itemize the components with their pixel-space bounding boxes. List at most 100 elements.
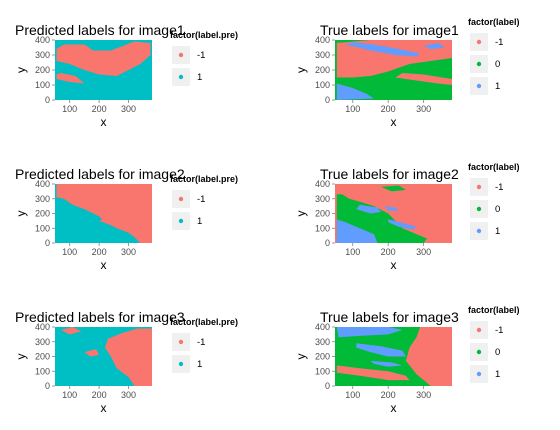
panel-title: True labels for image1 <box>320 22 459 38</box>
panel-title: Predicted labels for image1 <box>15 22 185 38</box>
y-tick-label: 300 <box>315 194 330 204</box>
y-tick-label: 200 <box>315 65 330 75</box>
y-tick-label: 200 <box>315 352 330 362</box>
legend-swatch <box>178 361 184 367</box>
legend-title: factor(label.pre) <box>170 317 238 327</box>
panel-title: True labels for image2 <box>320 166 459 182</box>
legend: factor(label) -1 0 1 <box>468 162 520 240</box>
x-tick-label: 200 <box>381 247 396 257</box>
region-label-1 <box>423 43 445 49</box>
panel-6: True labels for image3 0 100 200 300 400 100 20… <box>294 305 520 415</box>
x-tick-label: 300 <box>416 104 431 114</box>
legend: factor(label.pre) -1 1 <box>170 174 238 230</box>
x-tick-label: 100 <box>345 390 360 400</box>
legend-swatch <box>476 371 482 377</box>
legend: factor(label.pre) -1 1 <box>170 30 238 86</box>
legend-title: factor(label) <box>468 305 520 315</box>
x-tick-label: 300 <box>121 390 136 400</box>
legend-label: -1 <box>495 37 503 48</box>
y-tick-label: 0 <box>45 381 50 391</box>
y-tick-label: 400 <box>35 322 50 332</box>
region-label-1 <box>336 327 403 338</box>
region-label-1 <box>388 219 417 230</box>
legend-title: factor(label.pre) <box>170 174 238 184</box>
legend-label: 0 <box>495 347 500 358</box>
x-tick-label: 200 <box>381 104 396 114</box>
x-axis-title: x <box>101 401 107 415</box>
legend: factor(label.pre) -1 1 <box>170 317 238 373</box>
y-tick-label: 100 <box>315 223 330 233</box>
y-tick-label: 0 <box>45 95 50 105</box>
legend-label: 1 <box>197 359 202 370</box>
region-label-1 <box>345 42 421 57</box>
region-label-0 <box>381 185 406 192</box>
x-tick-label: 100 <box>62 104 77 114</box>
region-label--1 <box>336 365 410 381</box>
legend-label: 0 <box>495 59 500 70</box>
x-tick-label: 100 <box>345 247 360 257</box>
region-label--1 <box>60 327 82 335</box>
y-tick-label: 400 <box>35 35 50 45</box>
y-axis-title: y <box>294 211 308 217</box>
region-label--1 <box>105 328 152 386</box>
y-tick-label: 300 <box>315 50 330 60</box>
legend-swatch <box>476 349 482 355</box>
panel-title: Predicted labels for image3 <box>15 309 185 325</box>
y-tick-label: 0 <box>325 95 330 105</box>
legend-label: -1 <box>495 325 503 336</box>
x-tick-label: 200 <box>92 390 107 400</box>
region-label--1 <box>56 73 85 84</box>
legend-title: factor(label.pre) <box>170 30 238 40</box>
x-axis-title: x <box>391 401 397 415</box>
legend-label: -1 <box>495 182 503 193</box>
legend-swatch <box>476 228 482 234</box>
legend-swatch <box>476 327 482 333</box>
y-axis-title: y <box>294 354 308 360</box>
y-tick-label: 300 <box>35 337 50 347</box>
legend-label: -1 <box>197 194 205 205</box>
x-axis-title: x <box>391 115 397 129</box>
legend-label: 1 <box>495 226 500 237</box>
y-tick-label: 200 <box>35 352 50 362</box>
x-tick-label: 100 <box>62 247 77 257</box>
region-label--1 <box>56 184 152 243</box>
legend-swatch <box>476 61 482 67</box>
legend-swatch <box>178 52 184 58</box>
panel-5: Predicted labels for image3 0 100 200 300 400… <box>14 309 238 415</box>
region-label-1 <box>336 83 374 100</box>
region-label--1 <box>395 73 452 85</box>
legend-swatch <box>178 74 184 80</box>
legend-label: 1 <box>197 216 202 227</box>
legend-swatch <box>476 39 482 45</box>
legend-label: -1 <box>197 50 205 61</box>
y-tick-label: 0 <box>45 238 50 248</box>
y-tick-label: 0 <box>325 381 330 391</box>
y-tick-label: 100 <box>35 80 50 90</box>
panel-title: True labels for image3 <box>320 309 459 325</box>
legend-swatch <box>476 206 482 212</box>
y-axis-title: y <box>14 354 28 360</box>
y-tick-label: 100 <box>35 366 50 376</box>
y-tick-label: 300 <box>315 337 330 347</box>
x-tick-label: 100 <box>62 390 77 400</box>
y-tick-label: 400 <box>315 179 330 189</box>
y-tick-label: 400 <box>315 35 330 45</box>
y-tick-label: 0 <box>325 238 330 248</box>
legend: factor(label) -1 0 1 <box>468 17 520 95</box>
x-tick-label: 200 <box>92 104 107 114</box>
legend-label: 1 <box>495 81 500 92</box>
region-label-1 <box>356 343 406 357</box>
legend-label: 1 <box>197 72 202 83</box>
y-tick-label: 400 <box>35 179 50 189</box>
y-tick-label: 200 <box>315 209 330 219</box>
x-axis-title: x <box>101 258 107 272</box>
region-label-1 <box>356 204 382 214</box>
y-tick-label: 100 <box>315 366 330 376</box>
y-tick-label: 300 <box>35 194 50 204</box>
legend-label: 0 <box>495 204 500 215</box>
legend-label: 1 <box>495 369 500 380</box>
x-tick-label: 200 <box>92 247 107 257</box>
x-axis-title: x <box>101 115 107 129</box>
y-tick-label: 200 <box>35 65 50 75</box>
